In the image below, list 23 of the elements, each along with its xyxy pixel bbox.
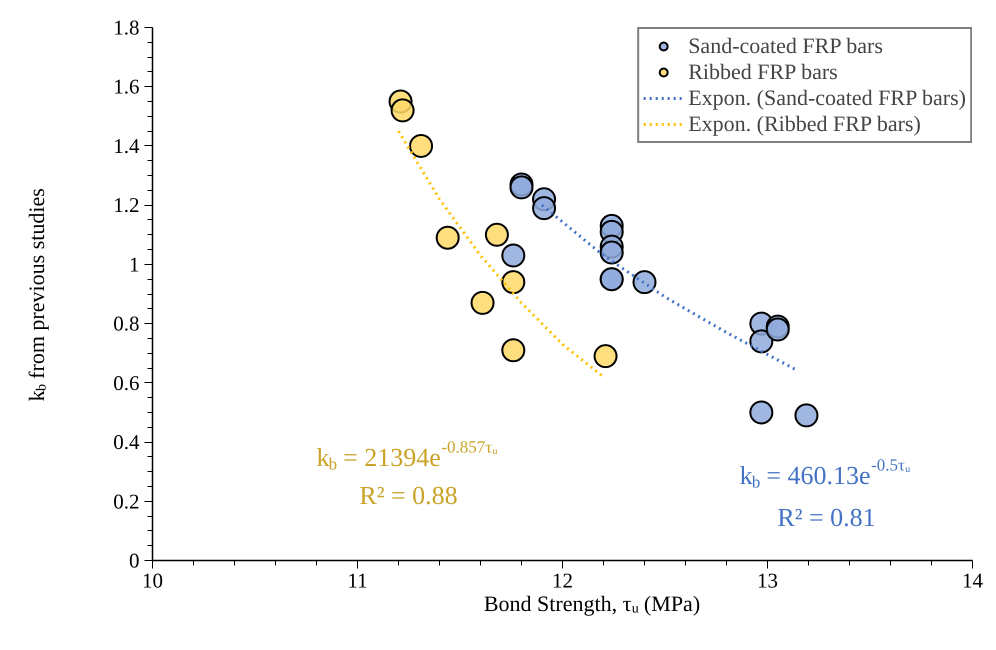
y-tick-label: 1.6 xyxy=(113,74,140,99)
x-tick-label: 12 xyxy=(552,568,573,592)
x-tick-label: 10 xyxy=(142,568,163,592)
y-tick-label: 0.6 xyxy=(113,370,140,395)
x-tick-label: 13 xyxy=(757,568,778,592)
x-axis-title: Bond Strength, τu (MPa) xyxy=(484,591,700,616)
legend-label: Expon. (Ribbed FRP bars) xyxy=(688,111,921,137)
x-tick-label: 11 xyxy=(347,568,368,592)
y-tick-label: 0.2 xyxy=(113,489,140,514)
y-tick-label: 1 xyxy=(129,252,140,276)
y-tick-label: 0.8 xyxy=(113,312,140,336)
legend-label: Ribbed FRP bars xyxy=(688,59,838,85)
annotation: R² = 0.88 xyxy=(359,481,458,510)
x-tick-label: 14 xyxy=(962,568,984,592)
annotation: R² = 0.81 xyxy=(777,503,876,532)
y-tick-label: 1.4 xyxy=(113,134,140,158)
legend-label: Expon. (Sand-coated FRP bars) xyxy=(688,85,966,111)
y-tick-label: 0 xyxy=(129,548,140,572)
y-tick-label: 1.2 xyxy=(113,193,140,218)
legend-label: Sand-coated FRP bars xyxy=(688,33,883,59)
y-tick-label: 0.4 xyxy=(113,430,140,454)
y-tick-label: 1.8 xyxy=(113,16,140,40)
y-axis-title: kb from previous studies xyxy=(24,188,50,402)
